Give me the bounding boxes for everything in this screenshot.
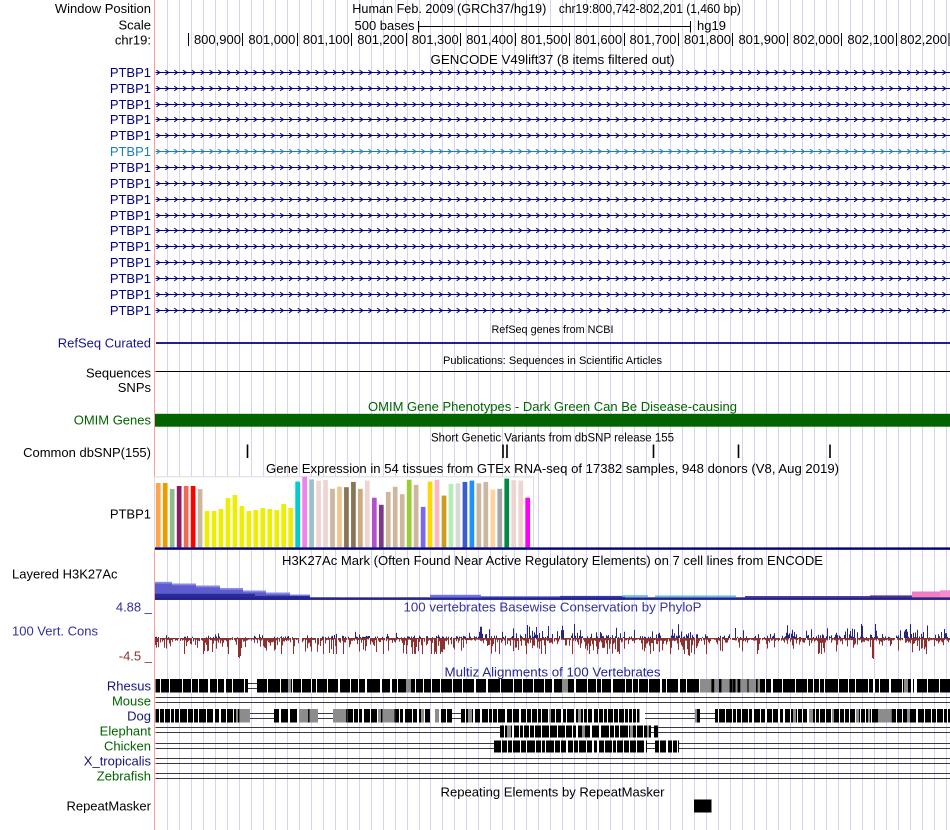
svg-text:H3K27Ac Mark (Often Found Near: H3K27Ac Mark (Often Found Near Active Re… [282, 553, 823, 568]
svg-text:801,700: 801,700 [630, 32, 677, 47]
svg-text:100 vertebrates Basewise Conse: 100 vertebrates Basewise Conservation by… [404, 599, 702, 614]
svg-text:PTBP1: PTBP1 [110, 223, 151, 238]
svg-text:802,000: 802,000 [793, 32, 840, 47]
svg-text:PTBP1: PTBP1 [110, 128, 151, 143]
svg-text:RefSeq Curated: RefSeq Curated [58, 336, 151, 351]
svg-text:Chicken: Chicken [104, 739, 151, 754]
svg-text:PTBP1: PTBP1 [110, 271, 151, 286]
svg-text:Human Feb. 2009 (GRCh37/hg19): Human Feb. 2009 (GRCh37/hg19) [352, 1, 546, 16]
svg-text:PTBP1: PTBP1 [110, 255, 151, 270]
svg-text:801,100: 801,100 [303, 32, 350, 47]
svg-text:PTBP1: PTBP1 [110, 160, 151, 175]
svg-text:PTBP1: PTBP1 [110, 97, 151, 112]
svg-text:Common dbSNP(155): Common dbSNP(155) [23, 445, 151, 460]
svg-text:-4.5 _: -4.5 _ [119, 649, 153, 664]
svg-text:Zebrafish: Zebrafish [97, 769, 151, 784]
svg-text:PTBP1: PTBP1 [110, 112, 151, 127]
svg-text:801,900: 801,900 [738, 32, 785, 47]
svg-text:PTBP1: PTBP1 [110, 239, 151, 254]
svg-text:Mouse: Mouse [112, 694, 151, 709]
svg-text:PTBP1: PTBP1 [110, 144, 151, 159]
svg-text:Layered H3K27Ac: Layered H3K27Ac [12, 567, 118, 582]
svg-text:Scale: Scale [118, 18, 151, 33]
svg-text:Multiz Alignments of 100 Verte: Multiz Alignments of 100 Vertebrates [445, 665, 661, 680]
svg-text:100 Vert. Cons: 100 Vert. Cons [12, 624, 98, 639]
svg-text:802,200: 802,200 [900, 32, 947, 47]
svg-text:X_tropicalis: X_tropicalis [84, 754, 152, 769]
svg-text:801,600: 801,600 [575, 32, 622, 47]
svg-text:PTBP1: PTBP1 [110, 81, 151, 96]
svg-text:Short Genetic Variants from db: Short Genetic Variants from dbSNP releas… [431, 433, 674, 445]
svg-text:SNPs: SNPs [118, 380, 152, 395]
svg-text:PTBP1: PTBP1 [110, 303, 151, 318]
svg-text:Repeating Elements by RepeatMa: Repeating Elements by RepeatMasker [441, 785, 666, 800]
svg-text:PTBP1: PTBP1 [110, 287, 151, 302]
svg-text:PTBP1: PTBP1 [110, 65, 151, 80]
svg-text:hg19: hg19 [697, 18, 726, 33]
svg-text:OMIM Genes: OMIM Genes [74, 413, 152, 428]
svg-text:PTBP1: PTBP1 [110, 208, 151, 223]
svg-text:500 bases: 500 bases [355, 18, 415, 33]
svg-text:PTBP1: PTBP1 [110, 176, 151, 191]
svg-text:PTBP1: PTBP1 [110, 192, 151, 207]
svg-text:800,900: 800,900 [194, 32, 241, 47]
svg-text:Window Position: Window Position [55, 1, 151, 16]
svg-text:801,000: 801,000 [248, 32, 295, 47]
svg-text:Rhesus: Rhesus [107, 679, 152, 694]
svg-text:Dog: Dog [127, 709, 151, 724]
svg-text:Publications: Sequences in Sci: Publications: Sequences in Scientific Ar… [443, 355, 663, 367]
svg-text:801,200: 801,200 [357, 32, 404, 47]
svg-text:801,300: 801,300 [412, 32, 459, 47]
svg-text:Gene Expression in 54 tissues: Gene Expression in 54 tissues from GTEx … [266, 461, 839, 476]
svg-text:801,400: 801,400 [466, 32, 513, 47]
svg-text:801,800: 801,800 [684, 32, 731, 47]
svg-text:chr19:: chr19: [115, 33, 151, 48]
svg-text:OMIM Gene Phenotypes - Dark Gr: OMIM Gene Phenotypes - Dark Green Can Be… [368, 399, 737, 414]
svg-text:802,100: 802,100 [847, 32, 894, 47]
svg-text:801,500: 801,500 [521, 32, 568, 47]
svg-text:4.88 _: 4.88 _ [116, 600, 153, 615]
svg-text:RefSeq genes from NCBI: RefSeq genes from NCBI [492, 324, 614, 336]
svg-text:GENCODE V49lift37 (8 items fil: GENCODE V49lift37 (8 items filtered out) [431, 52, 675, 67]
svg-text:RepeatMasker: RepeatMasker [66, 799, 151, 814]
svg-text:PTBP1: PTBP1 [110, 507, 151, 522]
svg-text:Sequences: Sequences [86, 366, 152, 381]
svg-text:Elephant: Elephant [100, 724, 152, 739]
svg-text:chr19:800,742-802,201 (1,460 b: chr19:800,742-802,201 (1,460 bp) [559, 1, 741, 16]
